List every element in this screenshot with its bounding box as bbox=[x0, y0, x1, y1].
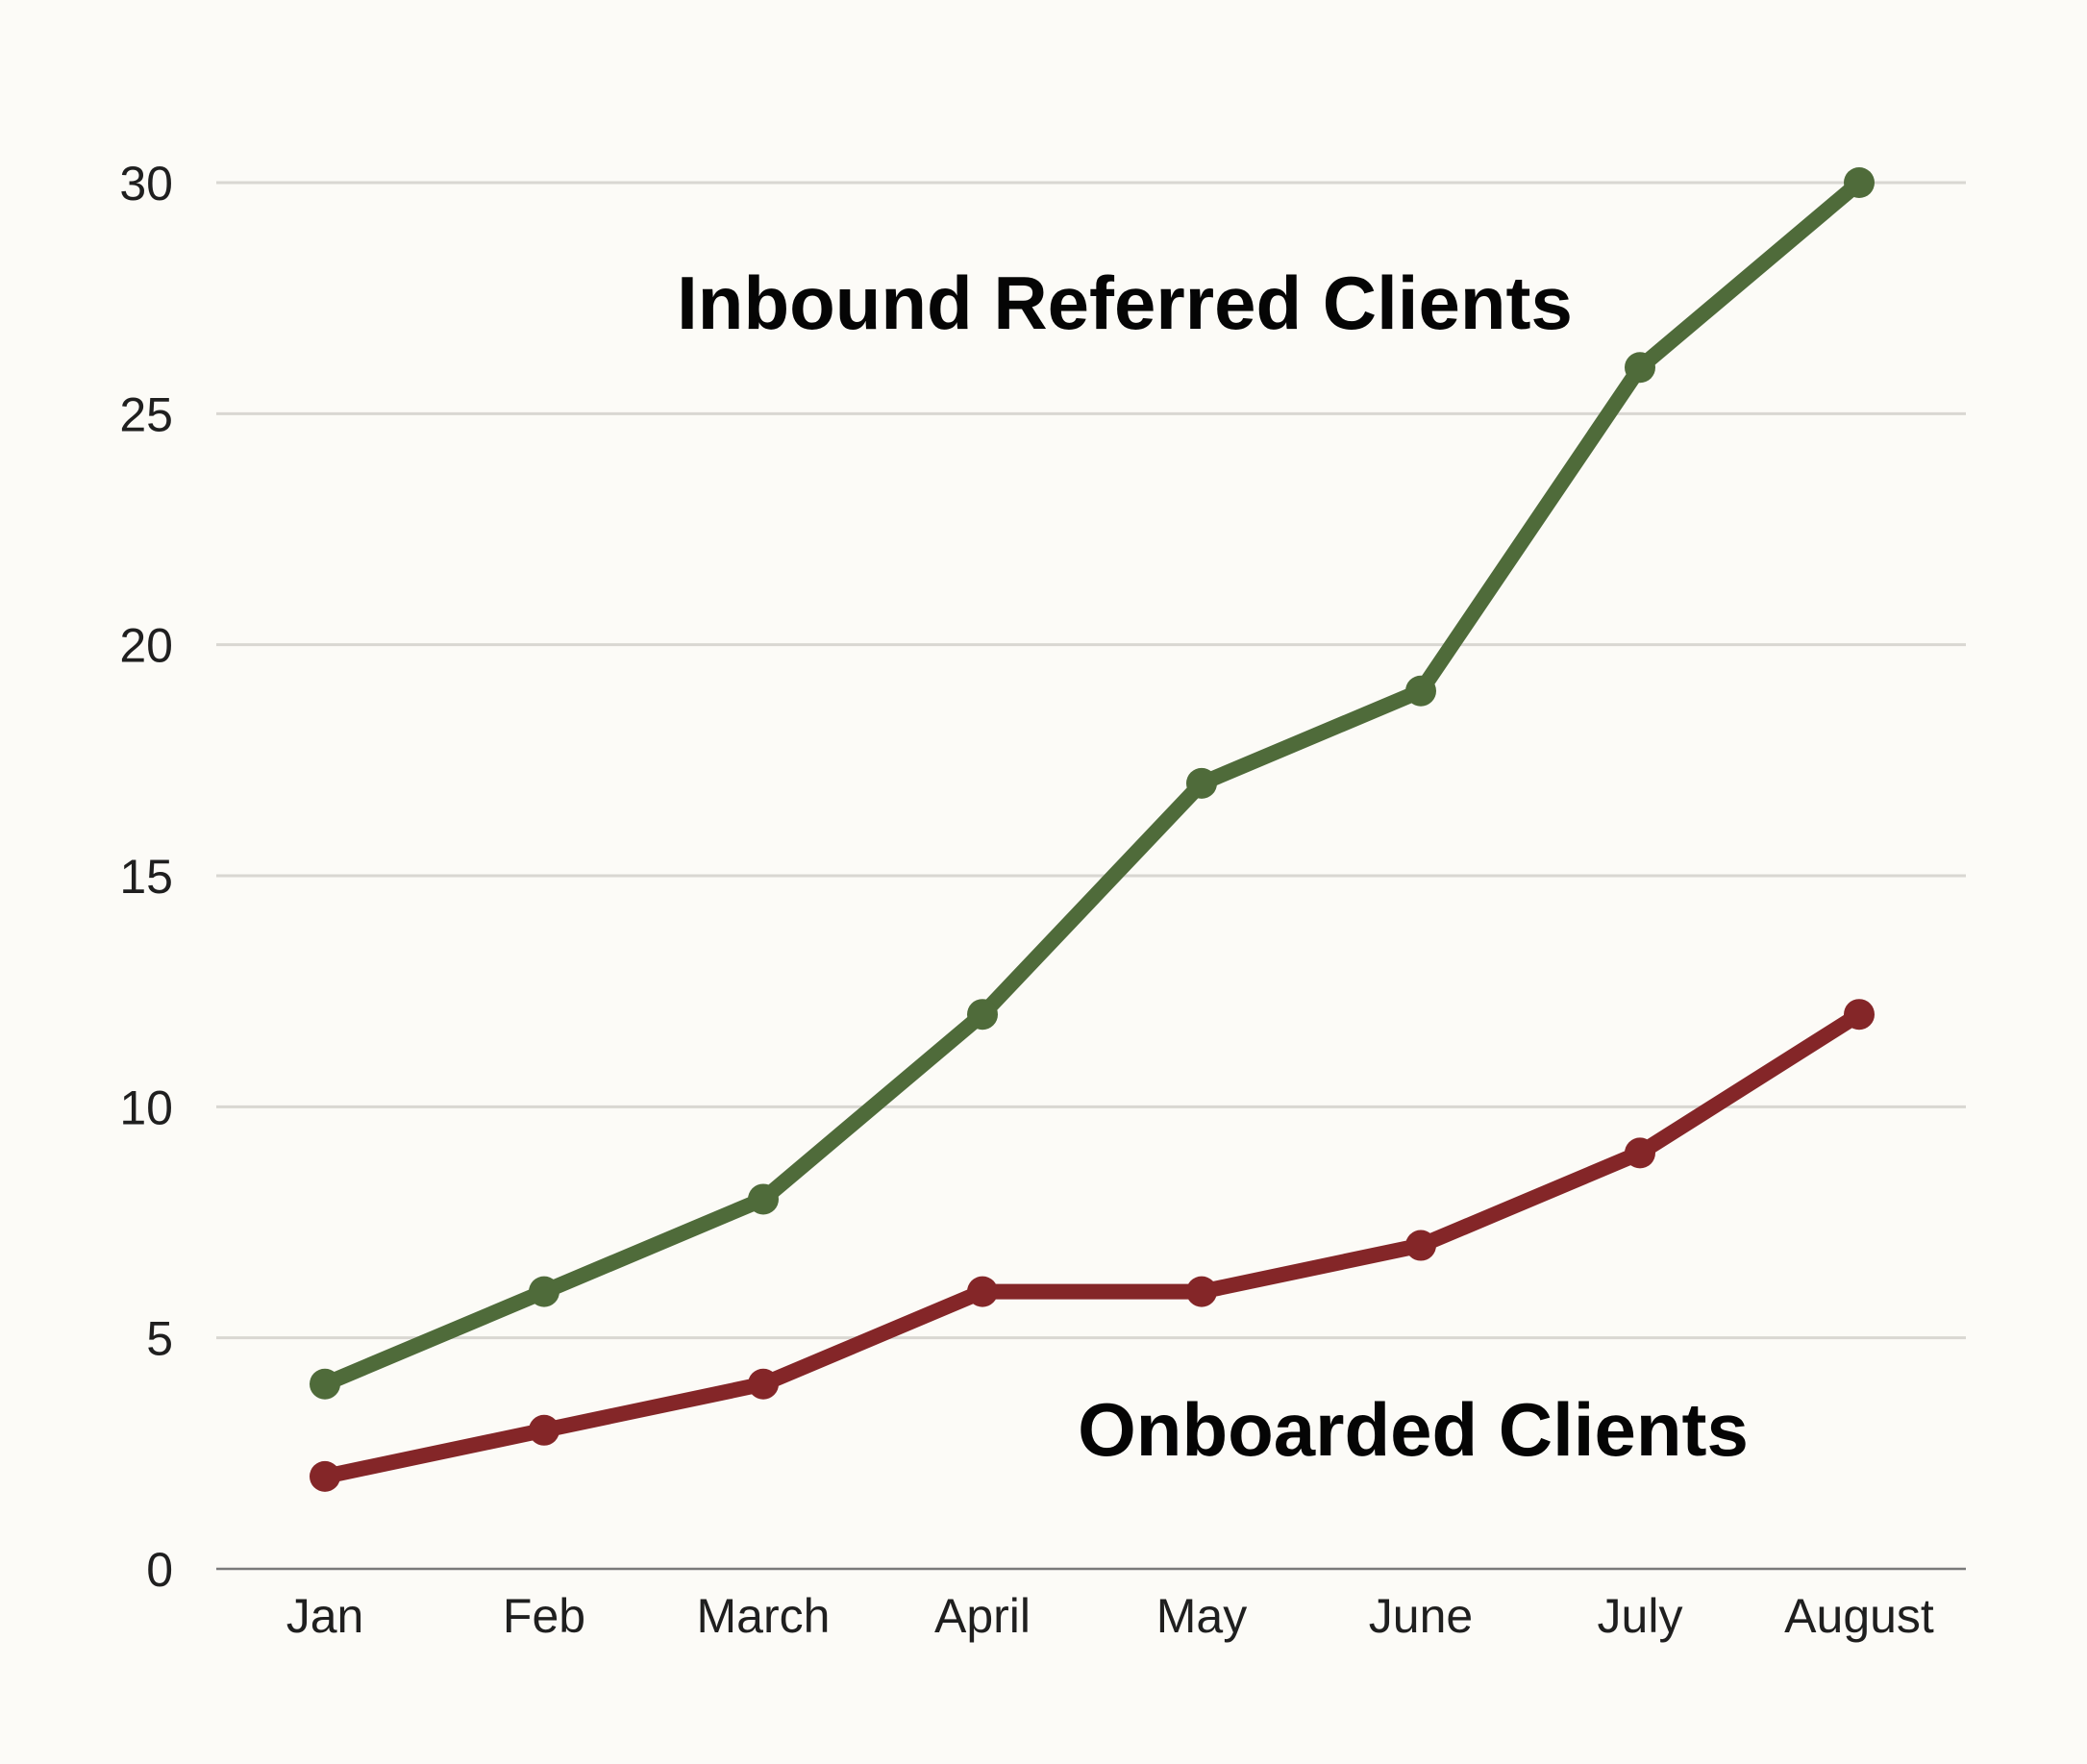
data-point-inbound-referred-clients-march bbox=[748, 1183, 779, 1215]
y-tick-label-20: 20 bbox=[119, 619, 173, 673]
y-axis-tick-labels: 0 5 10 15 20 25 30 bbox=[119, 157, 173, 1597]
x-tick-label-feb: Feb bbox=[503, 1589, 585, 1643]
grid-lines bbox=[216, 181, 1966, 1340]
data-point-inbound-referred-clients-jan bbox=[310, 1368, 340, 1400]
x-tick-label-march: March bbox=[697, 1589, 831, 1643]
data-point-onboarded-clients-june bbox=[1405, 1230, 1436, 1261]
x-axis-tick-labels: Jan Feb March April May June July August bbox=[286, 1589, 1934, 1643]
series-lines bbox=[310, 167, 1875, 1492]
data-point-onboarded-clients-april bbox=[967, 1276, 998, 1307]
data-point-inbound-referred-clients-august bbox=[1844, 167, 1875, 198]
data-point-onboarded-clients-jan bbox=[310, 1460, 340, 1492]
series-line-onboarded-clients bbox=[317, 1006, 1867, 1484]
y-tick-label-5: 5 bbox=[146, 1312, 173, 1366]
series-label-inbound-referred-clients: Inbound Referred Clients bbox=[677, 261, 1573, 345]
data-point-inbound-referred-clients-june bbox=[1405, 675, 1436, 707]
y-tick-label-30: 30 bbox=[119, 157, 173, 211]
y-tick-label-15: 15 bbox=[119, 850, 173, 904]
data-point-onboarded-clients-august bbox=[1844, 999, 1875, 1031]
x-tick-label-jan: Jan bbox=[286, 1589, 364, 1643]
x-tick-label-may: May bbox=[1156, 1589, 1247, 1643]
series-line-inbound-referred-clients bbox=[317, 175, 1867, 1392]
data-point-inbound-referred-clients-may bbox=[1186, 767, 1217, 799]
x-tick-label-july: July bbox=[1598, 1589, 1683, 1643]
data-point-onboarded-clients-march bbox=[748, 1368, 779, 1400]
series-onboarded-clients bbox=[310, 999, 1875, 1492]
data-point-inbound-referred-clients-july bbox=[1625, 352, 1655, 384]
y-tick-label-25: 25 bbox=[119, 387, 173, 441]
y-tick-label-0: 0 bbox=[146, 1543, 173, 1597]
x-tick-label-april: April bbox=[934, 1589, 1031, 1643]
series-label-onboarded-clients: Onboarded Clients bbox=[1078, 1387, 1749, 1472]
data-point-onboarded-clients-july bbox=[1625, 1137, 1655, 1169]
data-point-inbound-referred-clients-feb bbox=[529, 1276, 559, 1307]
data-point-onboarded-clients-feb bbox=[529, 1414, 559, 1446]
series-labels: Inbound Referred Clients Onboarded Clien… bbox=[677, 261, 1749, 1472]
y-tick-label-10: 10 bbox=[119, 1081, 173, 1134]
x-tick-label-august: August bbox=[1784, 1589, 1934, 1643]
data-point-onboarded-clients-may bbox=[1186, 1276, 1217, 1307]
x-tick-label-june: June bbox=[1369, 1589, 1473, 1643]
data-point-inbound-referred-clients-april bbox=[967, 999, 998, 1031]
series-inbound-referred-clients bbox=[310, 167, 1875, 1400]
